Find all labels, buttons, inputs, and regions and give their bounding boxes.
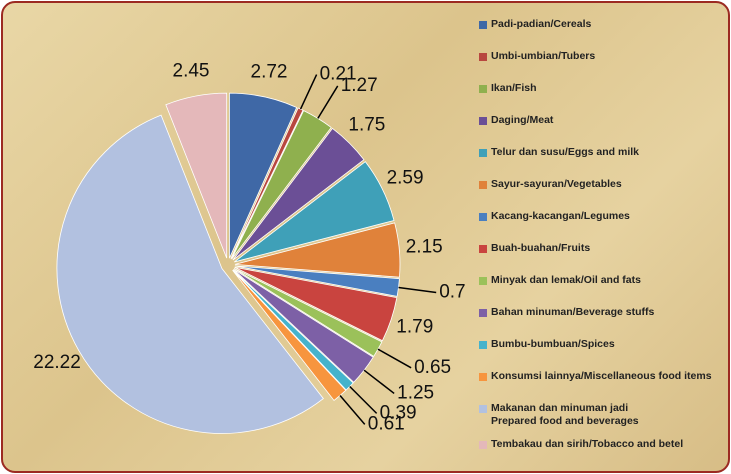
data-label: 1.79 <box>396 317 433 338</box>
pie-slice <box>234 161 395 263</box>
legend-label: Minyak dan lemak/Oil and fats <box>491 274 641 286</box>
pie-slice <box>165 92 228 259</box>
pie-slice <box>229 92 298 259</box>
pie-slice <box>233 268 374 383</box>
legend-swatch <box>479 341 487 349</box>
legend-swatch <box>479 21 487 29</box>
legend-swatch <box>479 277 487 285</box>
legend-label: Ikan/Fish <box>491 82 537 94</box>
legend-label: Bumbu-bumbuan/Spices <box>491 338 615 350</box>
legend-item: Ikan/Fish <box>479 81 728 113</box>
leader-line <box>363 369 395 395</box>
legend-item: Makanan dan minuman jadi Prepared food a… <box>479 401 728 437</box>
legend-label: Konsumsi lainnya/Miscellaneous food item… <box>491 370 712 382</box>
legend-item: Bumbu-bumbuan/Spices <box>479 337 728 369</box>
pie-chart: 2.72 0.211.271.752.592.150.71.790.651.250… <box>33 61 465 435</box>
pie-slice <box>234 222 401 278</box>
pie-slice <box>232 127 365 261</box>
legend-label: Telur dan susu/Eggs and milk <box>491 146 639 158</box>
legend-label: Kacang-kacangan/Legumes <box>491 210 630 222</box>
legend-item: Sayur-sayuran/Vegetables <box>479 177 728 209</box>
legend-item: Padi-padian/Cereals <box>479 17 728 49</box>
data-label: 22.22 <box>33 352 81 373</box>
legend-label: Sayur-sayuran/Vegetables <box>491 178 622 190</box>
legend-swatch <box>479 373 487 381</box>
data-label: 1.27 <box>341 75 378 96</box>
leader-line <box>339 395 366 425</box>
legend-label: Makanan dan minuman jadi Prepared food a… <box>491 402 639 427</box>
pie-slice <box>234 266 398 342</box>
data-label: 0.7 <box>439 282 465 303</box>
data-label: 2.45 <box>173 61 210 82</box>
legend-item: Konsumsi lainnya/Miscellaneous food item… <box>479 369 728 401</box>
legend: Padi-padian/Cereals Umbi-umbian/Tubers Ika… <box>479 17 728 469</box>
legend-label: Padi-padian/Cereals <box>491 18 592 30</box>
data-label: 0.21 <box>320 64 357 85</box>
legend-swatch <box>479 245 487 253</box>
legend-label: Buah-buahan/Fruits <box>491 242 591 254</box>
legend-label: Tembakau dan sirih/Tobacco and betel <box>491 438 684 450</box>
legend-item: Daging/Meat <box>479 113 728 145</box>
data-label: 1.75 <box>348 114 385 135</box>
legend-label: Daging/Meat <box>491 114 554 126</box>
legend-item: Telur dan susu/Eggs and milk <box>479 145 728 177</box>
legend-item: Umbi-umbian/Tubers <box>479 49 728 81</box>
data-label: 1.25 <box>397 382 434 403</box>
legend-swatch <box>479 149 487 157</box>
legend-label: Bahan minuman/Beverage stuffs <box>491 306 655 318</box>
legend-swatch <box>479 441 487 449</box>
legend-swatch <box>479 53 487 61</box>
data-label: 2.59 <box>387 168 424 189</box>
data-label: 2.15 <box>406 237 443 258</box>
legend-item: Minyak dan lemak/Oil and fats <box>479 273 728 305</box>
legend-swatch <box>479 213 487 221</box>
pie-slice <box>231 110 332 260</box>
legend-label: Umbi-umbian/Tubers <box>491 50 596 62</box>
leader-line <box>349 385 378 414</box>
leader-line <box>377 348 412 369</box>
legend-item: Bahan minuman/Beverage stuffs <box>479 305 728 337</box>
legend-swatch <box>479 309 487 317</box>
data-label: 2.72 <box>251 61 288 82</box>
data-label: 0.65 <box>414 357 451 378</box>
legend-swatch <box>479 117 487 125</box>
data-label: 0.61 <box>368 413 405 434</box>
legend-item: Kacang-kacangan/Legumes <box>479 209 728 241</box>
legend-swatch <box>479 181 487 189</box>
leader-line <box>299 74 318 110</box>
legend-item: Tembakau dan sirih/Tobacco and betel <box>479 437 728 469</box>
leader-line <box>317 85 339 119</box>
pie-slice <box>233 268 383 357</box>
data-label: 0.39 <box>380 402 417 423</box>
legend-swatch <box>479 85 487 93</box>
legend-item: Buah-buahan/Fruits <box>479 241 728 273</box>
pie-slice <box>56 114 324 434</box>
leader-line <box>398 286 437 294</box>
legend-swatch <box>479 405 487 413</box>
